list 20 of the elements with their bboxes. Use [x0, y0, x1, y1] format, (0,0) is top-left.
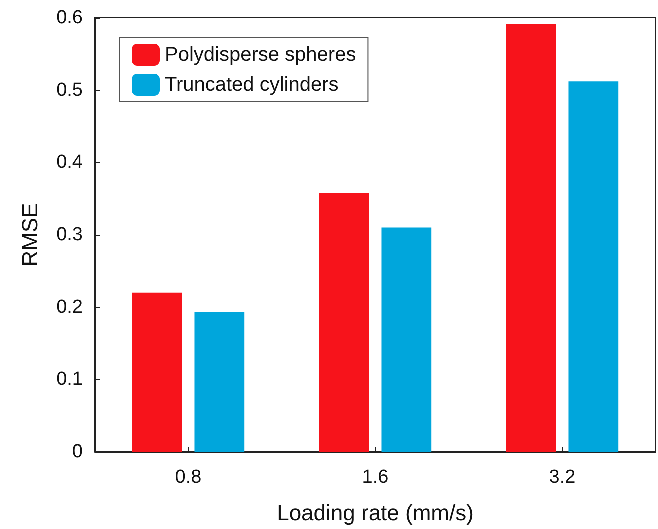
bar — [382, 228, 432, 452]
x-tick-label: 1.6 — [362, 467, 389, 488]
y-tick-label: 0.1 — [56, 369, 83, 390]
bar — [506, 24, 556, 452]
x-tick-label: 0.8 — [175, 467, 202, 488]
x-tick-label: 3.2 — [549, 467, 576, 488]
bar — [319, 193, 370, 452]
x-axis-title: Loading rate (mm/s) — [277, 500, 474, 526]
y-tick-label: 0.5 — [56, 80, 83, 101]
bar — [132, 292, 182, 452]
y-tick-label: 0 — [72, 442, 83, 462]
y-tick-label: 0.4 — [56, 152, 84, 174]
bar — [194, 312, 245, 452]
legend-label: Truncated cylinders — [165, 74, 339, 96]
y-tick-label: 0.3 — [56, 224, 83, 246]
y-tick-label: 0.2 — [56, 296, 83, 318]
legend-label: Polydisperse spheres — [165, 44, 356, 66]
y-axis-title: RMSE — [18, 203, 42, 267]
y-tick-label: 0.6 — [56, 8, 83, 28]
bar — [568, 82, 619, 452]
